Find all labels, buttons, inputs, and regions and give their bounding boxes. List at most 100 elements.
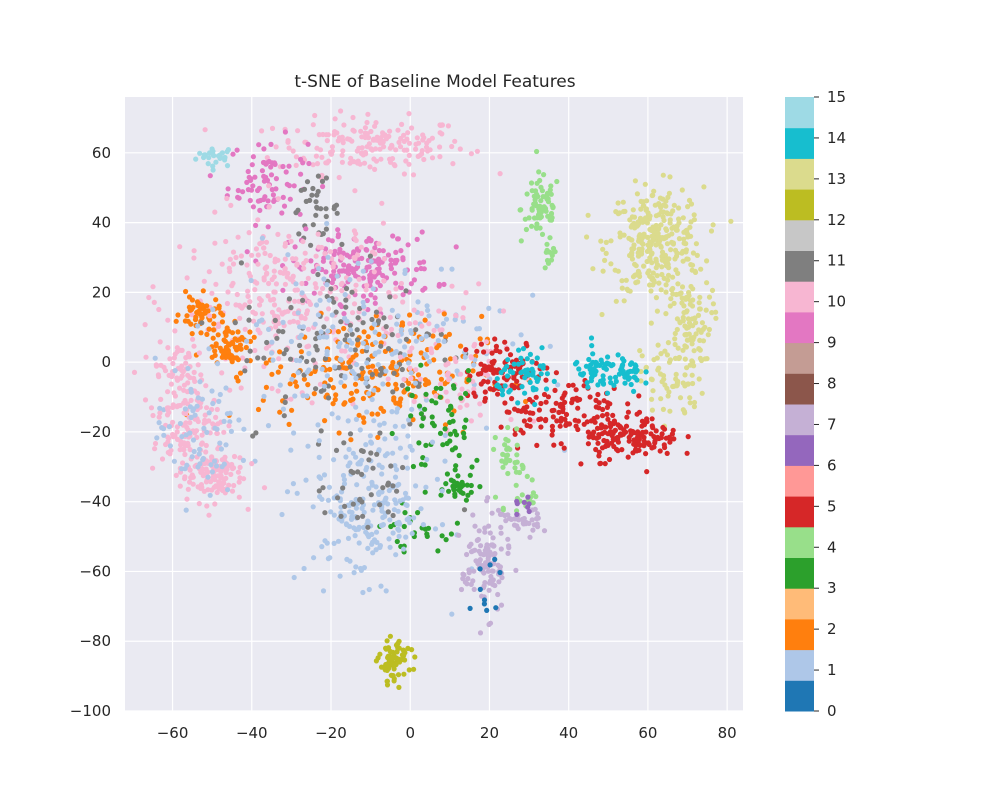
scatter-point <box>688 219 694 225</box>
scatter-point <box>534 355 540 361</box>
scatter-point <box>320 285 326 292</box>
scatter-point <box>330 385 336 391</box>
scatter-point <box>474 326 480 332</box>
scatter-point <box>686 289 692 296</box>
scatter-point <box>326 395 332 401</box>
scatter-point <box>389 144 395 150</box>
scatter-point <box>169 373 175 380</box>
scatter-point <box>482 389 488 395</box>
scatter-point <box>458 371 464 377</box>
scatter-point <box>409 530 415 537</box>
scatter-point <box>476 528 482 534</box>
colorbar-tick-label: 14 <box>827 129 846 147</box>
scatter-point <box>651 188 657 194</box>
scatter-point <box>270 357 276 363</box>
scatter-point <box>352 188 358 194</box>
scatter-point <box>360 320 366 326</box>
scatter-point <box>344 343 350 349</box>
scatter-point <box>585 384 591 390</box>
scatter-point <box>619 278 625 284</box>
scatter-point <box>295 128 301 134</box>
scatter-point <box>437 369 443 375</box>
scatter-point <box>503 518 509 524</box>
scatter-point <box>289 376 295 382</box>
scatter-point <box>540 194 546 200</box>
scatter-point <box>380 272 386 279</box>
scatter-point <box>508 416 514 423</box>
scatter-point <box>366 457 372 463</box>
scatter-point <box>235 329 241 335</box>
scatter-point <box>474 457 480 463</box>
scatter-point <box>253 430 259 436</box>
scatter-point <box>367 433 373 439</box>
scatter-point <box>484 372 491 378</box>
scatter-point <box>438 266 444 272</box>
scatter-point <box>337 302 343 308</box>
scatter-point <box>634 448 640 454</box>
scatter-point <box>218 469 224 475</box>
scatter-point <box>213 414 219 420</box>
scatter-point <box>323 226 329 232</box>
scatter-point <box>300 324 306 330</box>
scatter-point <box>173 472 179 478</box>
scatter-point <box>538 184 544 190</box>
scatter-point <box>666 359 673 365</box>
scatter-point <box>612 428 618 434</box>
scatter-point <box>198 469 204 475</box>
scatter-point <box>527 417 533 423</box>
scatter-point <box>687 400 693 406</box>
scatter-point <box>222 338 228 344</box>
scatter-point <box>281 351 287 357</box>
scatter-point <box>607 420 613 426</box>
scatter-point <box>557 403 564 409</box>
scatter-point <box>174 345 180 351</box>
scatter-point <box>610 412 616 418</box>
scatter-point <box>366 391 372 397</box>
scatter-point <box>502 339 508 345</box>
scatter-point <box>624 286 630 292</box>
scatter-point <box>310 162 316 168</box>
scatter-point <box>442 458 448 464</box>
scatter-point <box>342 315 348 321</box>
scatter-point <box>666 389 672 395</box>
scatter-point <box>238 346 244 352</box>
scatter-point <box>549 202 555 208</box>
scatter-point <box>247 348 253 354</box>
scatter-point <box>285 138 291 144</box>
scatter-point <box>475 561 481 567</box>
scatter-point <box>688 262 694 268</box>
colorbar-segment <box>785 311 814 344</box>
scatter-point <box>355 260 361 266</box>
scatter-point <box>513 482 519 488</box>
scatter-point <box>219 261 225 267</box>
scatter-point <box>210 167 216 173</box>
scatter-point <box>495 391 501 397</box>
scatter-point <box>370 465 376 471</box>
scatter-point <box>236 494 242 500</box>
scatter-point <box>167 356 173 362</box>
scatter-point <box>341 440 347 446</box>
scatter-point <box>647 247 653 253</box>
scatter-point <box>491 370 497 376</box>
scatter-point <box>674 326 680 333</box>
scatter-point <box>682 332 688 338</box>
scatter-point <box>269 350 275 356</box>
scatter-point <box>154 435 160 441</box>
scatter-point <box>527 534 533 540</box>
scatter-point <box>320 588 327 594</box>
scatter-point <box>482 398 488 404</box>
scatter-point <box>268 141 274 147</box>
scatter-point <box>609 432 615 439</box>
scatter-point <box>265 293 271 299</box>
scatter-point <box>309 400 315 406</box>
scatter-point <box>708 228 715 234</box>
scatter-point <box>331 540 337 547</box>
scatter-point <box>324 160 330 166</box>
scatter-point <box>713 315 719 321</box>
scatter-point <box>356 540 362 546</box>
scatter-point <box>477 586 483 593</box>
scatter-point <box>354 482 360 488</box>
scatter-point <box>444 440 450 447</box>
scatter-point <box>596 405 602 411</box>
scatter-point <box>195 323 201 329</box>
